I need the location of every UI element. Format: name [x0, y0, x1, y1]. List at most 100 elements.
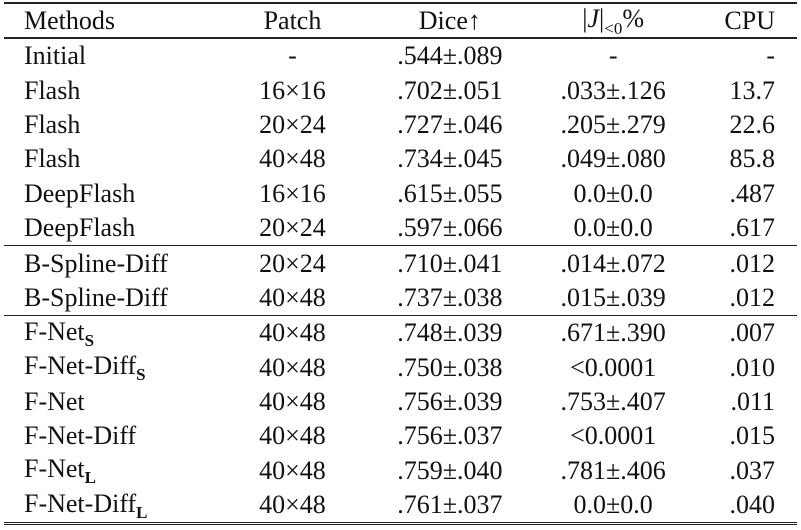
cpu-cell: .015 — [729, 421, 776, 451]
cpu-cell: 85.8 — [729, 144, 776, 174]
table-row: F-Net-DiffS 40×48 .750±.038 <0.0001 .010 — [4, 351, 797, 385]
table-row: DeepFlash 16×16 .615±.055 0.0±0.0 .487 — [4, 177, 797, 211]
dice-cell: .702±.051 — [397, 75, 503, 105]
jacobian-cell: 0.0±0.0 — [573, 490, 653, 520]
dice-cell: .710±.041 — [397, 248, 503, 278]
method-cell: B-Spline-Diff — [4, 281, 220, 316]
table-row: F-Net-DiffL 40×48 .761±.037 0.0±0.0 .040 — [4, 488, 797, 524]
table-row: F-Net-Diff 40×48 .756±.037 <0.0001 .015 — [4, 419, 797, 453]
header-dice: Dice↑ — [418, 5, 481, 35]
table-row: B-Spline-Diff 40×48 .737±.038 .015±.039 … — [4, 281, 797, 316]
patch-cell: 40×48 — [259, 490, 326, 520]
jacobian-cell: .033±.126 — [560, 75, 666, 105]
patch-cell: 16×16 — [259, 178, 326, 208]
table-row: F-NetS 40×48 .748±.039 .671±.390 .007 — [4, 315, 797, 351]
header-jacobian: |J|<0% — [535, 3, 691, 38]
jacobian-percent: % — [622, 4, 645, 33]
dice-cell: .734±.045 — [397, 144, 503, 174]
dice-cell-best: .761±.037 — [397, 490, 503, 520]
dice-cell: .544±.089 — [397, 41, 503, 71]
dice-cell: .615±.055 — [397, 178, 503, 208]
header-cpu: CPU — [724, 5, 775, 35]
jacobian-cell: <0.0001 — [570, 352, 657, 382]
method-name: Flash — [24, 75, 81, 105]
patch-cell: 16×16 — [259, 75, 326, 105]
cpu-cell: .037 — [729, 455, 776, 485]
method-name: B-Spline-Diff — [24, 248, 168, 278]
table-row: Flash 40×48 .734±.045 .049±.080 85.8 — [4, 142, 797, 176]
patch-cell: 40×48 — [259, 144, 326, 174]
cpu-cell-best: .007 — [729, 318, 776, 348]
method-cell: B-Spline-Diff — [4, 246, 220, 281]
jacobian-cell: <0.0001 — [570, 421, 657, 451]
method-cell: F-NetL — [4, 454, 220, 488]
method-subscript: L — [84, 468, 97, 488]
method-name: DeepFlash — [24, 213, 136, 243]
dice-cell: .737±.038 — [397, 282, 503, 312]
patch-cell: - — [288, 41, 297, 71]
method-name: F-Net-Diff — [24, 421, 137, 451]
jacobian-bar-left: | — [582, 4, 588, 33]
method-cell: Flash — [4, 73, 220, 107]
patch-cell: 20×24 — [259, 109, 326, 139]
method-name: Initial — [24, 41, 87, 71]
patch-cell: 40×48 — [259, 455, 326, 485]
dice-cell: .750±.038 — [397, 352, 503, 382]
method-cell: Flash — [4, 142, 220, 176]
patch-cell: 40×48 — [259, 387, 326, 417]
header-row: Methods Patch Dice↑ |J|<0% CPU — [4, 3, 797, 38]
method-subscript: L — [136, 502, 148, 522]
table-row: F-NetL 40×48 .759±.040 .781±.406 .037 — [4, 454, 797, 488]
jacobian-cell: .015±.039 — [560, 282, 666, 312]
jacobian-cell: 0.0±0.0 — [573, 213, 653, 243]
dice-cell: .727±.046 — [397, 109, 503, 139]
method-name: F-Net — [24, 454, 85, 484]
cpu-cell: .010 — [729, 352, 776, 382]
table-row: Flash 16×16 .702±.051 .033±.126 13.7 — [4, 73, 797, 107]
method-cell: F-Net-DiffS — [4, 351, 220, 385]
method-cell: F-Net-DiffL — [4, 488, 220, 524]
cpu-cell: 13.7 — [729, 75, 776, 105]
dice-cell: .597±.066 — [397, 213, 503, 243]
jacobian-letter: J — [587, 4, 600, 33]
method-cell: Initial — [4, 38, 220, 73]
method-subscript: S — [136, 365, 146, 385]
dice-cell: .756±.039 — [397, 387, 503, 417]
jacobian-cell: .753±.407 — [560, 387, 666, 417]
cpu-cell: .487 — [729, 178, 776, 208]
method-name: F-Net-Diff — [24, 488, 137, 518]
jacobian-cell: 0.0±0.0 — [573, 178, 653, 208]
jacobian-subscript: <0 — [604, 19, 623, 38]
jacobian-cell: .049±.080 — [560, 144, 666, 174]
method-cell: DeepFlash — [4, 177, 220, 211]
table-row: DeepFlash 20×24 .597±.066 0.0±0.0 .617 — [4, 211, 797, 246]
method-cell: DeepFlash — [4, 211, 220, 246]
jacobian-cell: .014±.072 — [560, 248, 666, 278]
header-patch: Patch — [263, 5, 322, 35]
table-body: Initial - .544±.089 - - Flash 16×16 .702… — [4, 38, 797, 524]
cpu-cell: .011 — [730, 387, 775, 417]
jacobian-cell: .205±.279 — [560, 109, 666, 139]
dice-cell: .756±.037 — [397, 421, 503, 451]
table-row: Flash 20×24 .727±.046 .205±.279 22.6 — [4, 108, 797, 142]
patch-cell: 40×48 — [259, 352, 326, 382]
table-row: Initial - .544±.089 - - — [4, 38, 797, 73]
method-name: F-Net — [24, 387, 85, 417]
table-header: Methods Patch Dice↑ |J|<0% CPU — [4, 3, 797, 38]
dice-cell: .759±.040 — [397, 455, 503, 485]
method-name: F-Net-Diff — [24, 351, 137, 381]
method-name: B-Spline-Diff — [24, 282, 168, 312]
method-name: Flash — [24, 109, 81, 139]
method-name: F-Net — [24, 316, 85, 346]
method-name: Flash — [24, 144, 81, 174]
method-cell: F-NetS — [4, 316, 220, 351]
patch-cell: 40×48 — [259, 318, 326, 348]
cpu-cell: 22.6 — [729, 109, 776, 139]
cpu-cell: .012 — [729, 248, 776, 278]
table-row: B-Spline-Diff 20×24 .710±.041 .014±.072 … — [4, 245, 797, 281]
method-cell: F-Net-Diff — [4, 419, 220, 453]
jacobian-cell: .781±.406 — [560, 455, 666, 485]
method-subscript: S — [84, 330, 95, 350]
header-methods: Methods — [24, 5, 115, 35]
dice-cell: .748±.039 — [397, 318, 503, 348]
